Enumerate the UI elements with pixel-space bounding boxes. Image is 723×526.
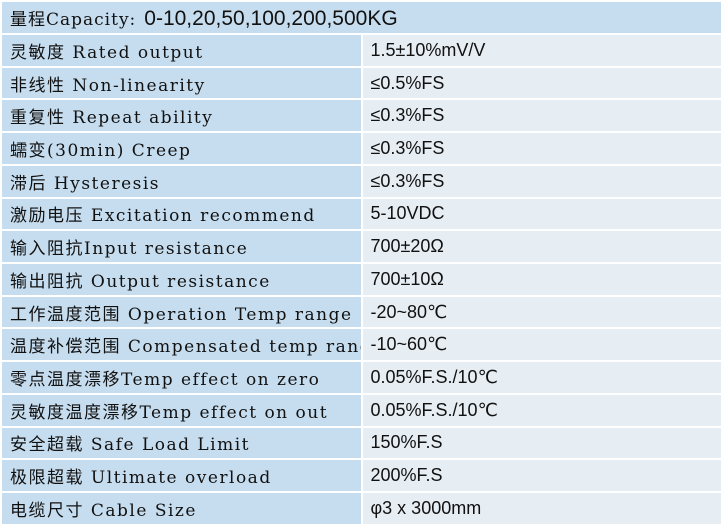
header-value: 0-10,20,50,100,200,500KG <box>144 6 398 30</box>
spec-row: 极限超载 Ultimate overload 200%F.S <box>0 458 723 494</box>
parameter-value: ≤0.5%FS <box>360 65 723 101</box>
spec-row: 重复性 Repeat ability ≤0.3%FS <box>0 98 723 134</box>
spec-row: 零点温度漂移Temp effect on zero 0.05%F.S./10℃ <box>0 360 723 395</box>
parameter-name: 非线性 Non-linearity <box>0 65 363 101</box>
parameter-name: 输入阻抗Input resistance <box>0 229 363 265</box>
header-row: 量程Capacity: 0-10,20,50,100,200,500KG <box>0 0 723 35</box>
spec-row: 温度补偿范围 Compensated temp range -10~60℃ <box>0 327 723 363</box>
spec-row: 输入阻抗Input resistance 700±20Ω <box>0 229 723 265</box>
parameter-value: 700±20Ω <box>360 229 723 265</box>
parameter-name: 温度补偿范围 Compensated temp range <box>0 327 363 363</box>
parameter-value: 700±10Ω <box>360 262 723 297</box>
spec-row: 滞后 Hysteresis ≤0.3%FS <box>0 163 723 199</box>
parameter-value: 1.5±10%mV/V <box>360 33 723 68</box>
parameter-name: 灵敏度 Rated output <box>0 33 363 68</box>
header-cell: 量程Capacity: 0-10,20,50,100,200,500KG <box>0 0 723 35</box>
parameter-value: 0.05%F.S./10℃ <box>360 360 723 395</box>
parameter-name: 激励电压 Excitation recommend <box>0 196 363 232</box>
spec-row: 非线性 Non-linearity ≤0.5%FS <box>0 65 723 101</box>
parameter-name: 蠕变(30min) Creep <box>0 131 363 166</box>
parameter-value: 150%F.S <box>360 425 723 461</box>
parameter-value: -20~80℃ <box>360 294 723 330</box>
parameter-value: φ3 x 3000mm <box>360 491 723 526</box>
parameter-name: 灵敏度温度漂移Temp effect on out <box>0 392 363 428</box>
parameter-name: 输出阻抗 Output resistance <box>0 262 363 297</box>
spec-row: 蠕变(30min) Creep ≤0.3%FS <box>0 131 723 166</box>
parameter-value: ≤0.3%FS <box>360 131 723 166</box>
spec-row: 电缆尺寸 Cable Size φ3 x 3000mm <box>0 491 723 526</box>
parameter-name: 电缆尺寸 Cable Size <box>0 491 363 526</box>
parameter-name: 重复性 Repeat ability <box>0 98 363 134</box>
spec-row: 灵敏度 Rated output 1.5±10%mV/V <box>0 33 723 68</box>
parameter-value: -10~60℃ <box>360 327 723 363</box>
parameter-name: 安全超载 Safe Load Limit <box>0 425 363 461</box>
parameter-name: 工作温度范围 Operation Temp range <box>0 294 363 330</box>
parameter-value: 0.05%F.S./10℃ <box>360 392 723 428</box>
spec-row: 输出阻抗 Output resistance 700±10Ω <box>0 262 723 297</box>
parameter-value: 200%F.S <box>360 458 723 494</box>
parameter-name: 极限超载 Ultimate overload <box>0 458 363 494</box>
header-label: 量程Capacity: <box>10 9 137 30</box>
spec-row: 灵敏度温度漂移Temp effect on out 0.05%F.S./10℃ <box>0 392 723 428</box>
parameter-name: 零点温度漂移Temp effect on zero <box>0 360 363 395</box>
spec-row: 激励电压 Excitation recommend 5-10VDC <box>0 196 723 232</box>
parameter-value: ≤0.3%FS <box>360 98 723 134</box>
spec-row: 安全超载 Safe Load Limit 150%F.S <box>0 425 723 461</box>
parameter-value: ≤0.3%FS <box>360 163 723 199</box>
spec-row: 工作温度范围 Operation Temp range -20~80℃ <box>0 294 723 330</box>
parameter-name: 滞后 Hysteresis <box>0 163 363 199</box>
parameter-value: 5-10VDC <box>360 196 723 232</box>
